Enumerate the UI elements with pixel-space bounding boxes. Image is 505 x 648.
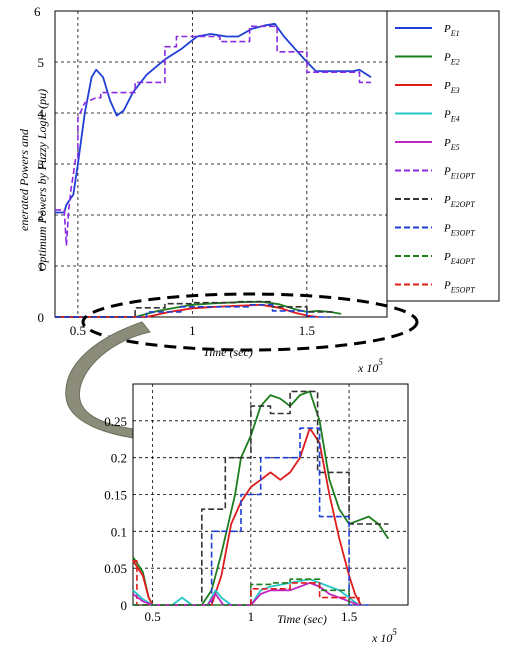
main-chart: 0.5 1 1.5 0 1 2 3 4 5 6 enerated Powers and Opti… <box>17 4 388 375</box>
legend-entry-pe1opt: PE1OPT <box>443 166 475 181</box>
zoom-ytick-label: 0.2 <box>111 451 127 466</box>
zoom-ellipse <box>81 292 419 352</box>
main-series-group <box>55 22 372 318</box>
main-tick-labels: 0.5 1 1.5 0 1 2 3 4 5 <box>38 55 315 338</box>
zoom-ytick-label: 0.1 <box>111 524 127 539</box>
zoom-xtick-label: 1 <box>248 609 255 624</box>
legend-entry-pe2opt: PE2OPT <box>443 194 475 209</box>
main-xlabel: Time (sec) <box>203 345 253 359</box>
zoom-xtick-label: 0.5 <box>145 609 161 624</box>
zoom-series-pe5opt <box>250 582 360 605</box>
zoom-ytick-label: 0 <box>121 598 128 613</box>
main-ytick-label: 2 <box>38 208 45 223</box>
main-ytick-label: 3 <box>38 157 45 172</box>
zoom-plot-frame <box>132 383 409 606</box>
legend-entry-pe3opt: PE3OPT <box>443 223 475 238</box>
main-ylabel-line2: Optimum Powers by Fuzzy Logic (pu) <box>35 89 49 271</box>
zoom-xlabel: Time (sec) <box>277 612 327 626</box>
legend-entry-pe5: PE5 <box>443 137 460 152</box>
main-ytick-label: 1 <box>38 259 45 274</box>
zoom-tick-labels: 0.5 1 1.5 0 0.05 0.1 0.15 0.2 0.25 <box>104 414 357 624</box>
legend-box <box>386 10 500 302</box>
main-series-pe2opt <box>55 300 335 318</box>
zoom-series-pe3opt <box>133 427 369 606</box>
legend-entry-pe3: PE3 <box>443 80 460 95</box>
zoom-series-group <box>132 390 390 606</box>
main-xtick-label: 1.5 <box>299 323 315 338</box>
main-xtick-label: 1 <box>189 323 196 338</box>
main-series-pe1opt <box>55 25 371 247</box>
zoom-ytick-label: 0.15 <box>104 488 127 503</box>
zoom-chart: 0.5 1 1.5 0 0.05 0.1 0.15 0.2 0.25 Time (sec) x … <box>104 383 409 645</box>
zoom-xtick-label: 1.5 <box>341 609 357 624</box>
zoom-series-pe2opt <box>133 390 389 606</box>
legend: PE1 PE2 PE3 PE4 PE5 PE1OPT PE2OPT PE3OPT PE4OPT P… <box>386 10 500 302</box>
legend-entry-pe4: PE4 <box>443 109 460 124</box>
main-x-multiplier: x 105 <box>357 357 383 375</box>
main-ytick-label: 5 <box>38 55 45 70</box>
zoom-ytick-label: 0.05 <box>104 561 127 576</box>
legend-entry-pe5opt: PE5OPT <box>443 280 475 295</box>
legend-entry-pe4opt: PE4OPT <box>443 251 475 266</box>
main-series-pe3opt <box>55 304 330 318</box>
main-ylabel-line1: enerated Powers and <box>17 128 31 231</box>
zoom-x-multiplier: x 105 <box>371 627 397 645</box>
legend-entry-pe1: PE1 <box>443 23 460 38</box>
main-grid <box>55 11 387 317</box>
legend-entry-pe2: PE2 <box>443 52 460 67</box>
main-ytick-label: 4 <box>38 106 45 121</box>
zoom-ytick-label: 0.25 <box>104 414 127 429</box>
main-xtick-label: 0.5 <box>70 323 86 338</box>
main-ytick-label: 0 <box>38 310 45 325</box>
main-series-pe3 <box>55 303 319 318</box>
main-top-label: 6 <box>34 4 41 19</box>
